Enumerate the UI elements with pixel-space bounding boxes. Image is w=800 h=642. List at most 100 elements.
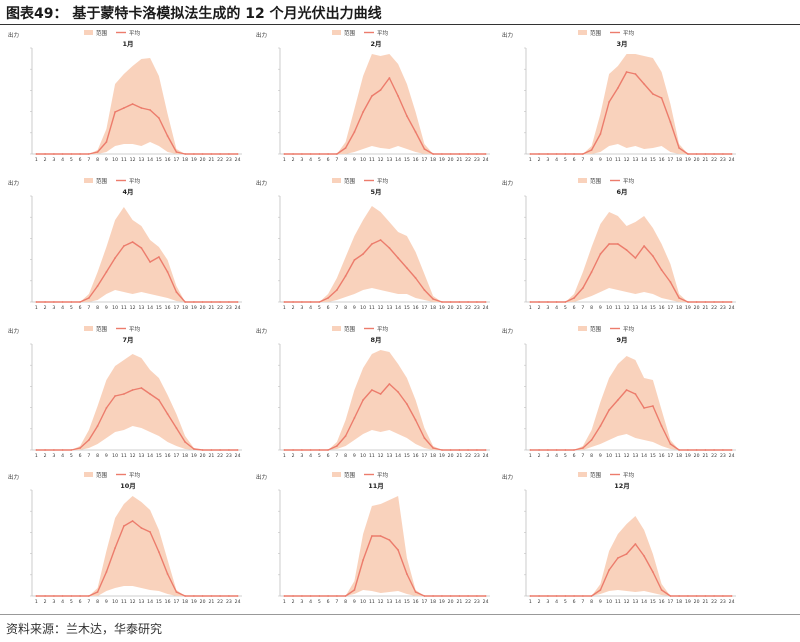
x-tick-label: 13	[386, 599, 392, 605]
mean-point	[406, 267, 408, 269]
x-tick-label: 9	[105, 305, 108, 311]
mean-point	[590, 271, 593, 273]
chart-title: 7月	[122, 336, 133, 344]
mean-point	[175, 291, 178, 293]
mean-point	[61, 449, 64, 451]
x-tick-label: 9	[105, 157, 108, 163]
mean-point	[538, 301, 540, 303]
legend-label-mean: 平均	[129, 177, 141, 185]
legend-swatch-band	[332, 326, 341, 331]
mean-point	[79, 595, 81, 597]
chart-title: 11月	[368, 482, 384, 490]
mean-point	[158, 117, 160, 119]
y-axis-label: 出力	[8, 327, 19, 335]
x-tick-label: 18	[182, 599, 188, 605]
x-tick-label: 15	[404, 305, 410, 311]
x-tick-label: 6	[573, 305, 576, 311]
x-tick-label: 6	[327, 305, 330, 311]
range-band	[530, 356, 732, 450]
mean-point	[660, 269, 663, 271]
chart-title: 8月	[370, 336, 381, 344]
x-tick-label: 9	[105, 599, 108, 605]
mean-point	[193, 301, 195, 303]
x-tick-label: 17	[667, 599, 673, 605]
x-tick-label: 15	[404, 453, 410, 459]
x-tick-label: 11	[369, 453, 375, 459]
mean-point	[371, 389, 373, 391]
x-tick-label: 17	[421, 305, 427, 311]
x-tick-label: 20	[200, 453, 206, 459]
mean-point	[608, 569, 610, 571]
mean-point	[599, 589, 602, 591]
mean-point	[283, 449, 286, 451]
mean-point	[643, 407, 645, 409]
mean-point	[643, 555, 645, 557]
mean-point	[695, 153, 698, 155]
x-tick-label: 11	[615, 453, 621, 459]
mean-point	[529, 301, 532, 303]
x-tick-label: 8	[590, 599, 593, 605]
x-tick-label: 24	[483, 157, 489, 163]
legend-swatch-band	[84, 326, 93, 331]
x-tick-label: 5	[564, 453, 567, 459]
x-tick-label: 10	[112, 453, 118, 459]
x-tick-label: 15	[650, 157, 656, 163]
mean-point	[236, 595, 239, 597]
mean-point	[414, 419, 417, 421]
x-tick-label: 21	[208, 157, 214, 163]
mean-point	[219, 449, 222, 451]
x-tick-label: 24	[235, 453, 241, 459]
mean-point	[105, 571, 108, 573]
mean-point	[590, 439, 593, 441]
mean-point	[309, 301, 312, 303]
mean-point	[292, 595, 294, 597]
x-tick-label: 4	[309, 157, 312, 163]
mean-point	[379, 89, 382, 91]
mean-point	[70, 449, 73, 451]
x-tick-label: 13	[138, 599, 144, 605]
x-tick-label: 18	[182, 305, 188, 311]
x-tick-label: 15	[156, 157, 162, 163]
mean-point	[599, 253, 602, 255]
x-tick-label: 22	[711, 453, 717, 459]
x-tick-label: 20	[200, 157, 206, 163]
mean-point	[573, 297, 575, 299]
mean-point	[388, 77, 391, 79]
mean-point	[318, 153, 321, 155]
mean-point	[643, 245, 645, 247]
mean-point	[184, 441, 187, 443]
x-tick-label: 12	[130, 599, 136, 605]
x-tick-label: 12	[130, 453, 136, 459]
mean-point	[318, 595, 321, 597]
x-tick-label: 13	[386, 157, 392, 163]
x-tick-label: 15	[404, 157, 410, 163]
x-tick-label: 6	[79, 305, 82, 311]
x-tick-label: 1	[529, 599, 532, 605]
x-tick-label: 7	[335, 157, 338, 163]
mean-point	[327, 595, 329, 597]
x-tick-label: 16	[165, 453, 171, 459]
mean-point	[53, 301, 55, 303]
mean-point	[201, 595, 204, 597]
mean-point	[652, 93, 654, 95]
x-tick-label: 1	[283, 599, 286, 605]
x-tick-label: 1	[35, 599, 38, 605]
mean-point	[166, 413, 169, 415]
x-tick-label: 13	[386, 453, 392, 459]
mean-point	[704, 153, 707, 155]
legend-swatch-band	[84, 472, 93, 477]
mean-point	[193, 153, 195, 155]
x-tick-label: 12	[130, 305, 136, 311]
mean-line	[36, 103, 238, 155]
mean-point	[301, 449, 303, 451]
x-tick-label: 18	[430, 599, 436, 605]
x-tick-label: 2	[538, 305, 541, 311]
x-tick-label: 3	[300, 599, 303, 605]
legend-swatch-band	[332, 178, 341, 183]
mean-point	[371, 243, 373, 245]
x-tick-label: 16	[659, 305, 665, 311]
mean-point	[88, 439, 90, 441]
